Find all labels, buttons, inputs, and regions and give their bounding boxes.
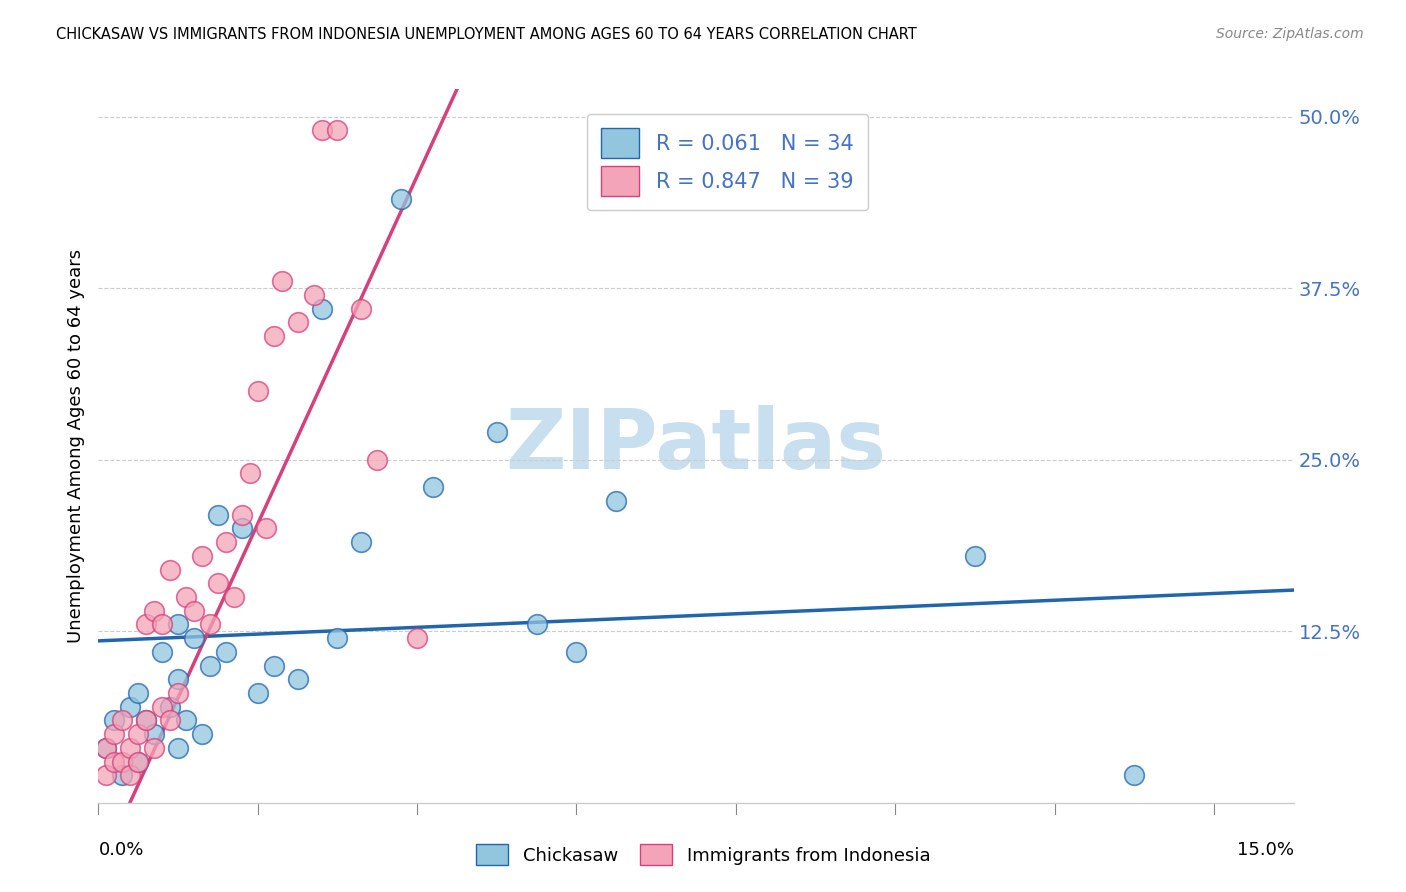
Point xyxy=(191,727,214,741)
Point xyxy=(135,714,157,728)
Point xyxy=(96,740,118,755)
Point xyxy=(143,604,166,618)
Point xyxy=(326,123,349,137)
Point xyxy=(120,699,142,714)
Point xyxy=(270,274,292,288)
Point xyxy=(159,699,181,714)
Point xyxy=(198,658,221,673)
Point xyxy=(127,727,149,741)
Point xyxy=(127,755,149,769)
Point xyxy=(103,755,125,769)
Text: Source: ZipAtlas.com: Source: ZipAtlas.com xyxy=(1216,27,1364,41)
Point xyxy=(143,727,166,741)
Point xyxy=(389,192,412,206)
Point xyxy=(207,508,229,522)
Point xyxy=(565,645,588,659)
Point xyxy=(287,673,309,687)
Point xyxy=(222,590,245,604)
Point xyxy=(231,508,253,522)
Point xyxy=(103,727,125,741)
Point xyxy=(1123,768,1146,782)
Point xyxy=(366,452,388,467)
Point xyxy=(215,535,238,549)
Point xyxy=(174,590,197,604)
Point xyxy=(150,617,173,632)
Point xyxy=(246,686,269,700)
Point xyxy=(406,631,429,645)
Point xyxy=(135,617,157,632)
Point xyxy=(120,740,142,755)
Point xyxy=(254,521,277,535)
Point xyxy=(167,617,190,632)
Point xyxy=(167,673,190,687)
Legend: Chickasaw, Immigrants from Indonesia: Chickasaw, Immigrants from Indonesia xyxy=(467,835,939,874)
Y-axis label: Unemployment Among Ages 60 to 64 years: Unemployment Among Ages 60 to 64 years xyxy=(66,249,84,643)
Text: 15.0%: 15.0% xyxy=(1236,841,1294,859)
Point xyxy=(111,755,134,769)
Point xyxy=(135,714,157,728)
Point xyxy=(350,535,373,549)
Point xyxy=(143,740,166,755)
Point xyxy=(326,631,349,645)
Point xyxy=(159,562,181,576)
Point xyxy=(302,288,325,302)
Point xyxy=(191,549,214,563)
Point xyxy=(239,467,262,481)
Point xyxy=(111,768,134,782)
Point xyxy=(159,714,181,728)
Point xyxy=(96,768,118,782)
Point xyxy=(150,645,173,659)
Point xyxy=(422,480,444,494)
Point xyxy=(215,645,238,659)
Point xyxy=(311,123,333,137)
Point xyxy=(111,714,134,728)
Point xyxy=(183,631,205,645)
Point xyxy=(150,699,173,714)
Point xyxy=(231,521,253,535)
Point xyxy=(485,425,508,440)
Point xyxy=(174,714,197,728)
Point xyxy=(287,316,309,330)
Text: ZIPatlas: ZIPatlas xyxy=(506,406,886,486)
Legend: R = 0.061   N = 34, R = 0.847   N = 39: R = 0.061 N = 34, R = 0.847 N = 39 xyxy=(586,114,868,211)
Point xyxy=(263,658,285,673)
Text: 0.0%: 0.0% xyxy=(98,841,143,859)
Point xyxy=(103,714,125,728)
Point xyxy=(246,384,269,398)
Point xyxy=(605,494,627,508)
Point xyxy=(183,604,205,618)
Point xyxy=(263,329,285,343)
Point xyxy=(350,301,373,316)
Point xyxy=(207,576,229,591)
Point xyxy=(311,301,333,316)
Point xyxy=(127,755,149,769)
Point xyxy=(167,686,190,700)
Point xyxy=(96,740,118,755)
Text: CHICKASAW VS IMMIGRANTS FROM INDONESIA UNEMPLOYMENT AMONG AGES 60 TO 64 YEARS CO: CHICKASAW VS IMMIGRANTS FROM INDONESIA U… xyxy=(56,27,917,42)
Point xyxy=(120,768,142,782)
Point xyxy=(127,686,149,700)
Point xyxy=(963,549,986,563)
Point xyxy=(167,740,190,755)
Point xyxy=(198,617,221,632)
Point xyxy=(526,617,548,632)
